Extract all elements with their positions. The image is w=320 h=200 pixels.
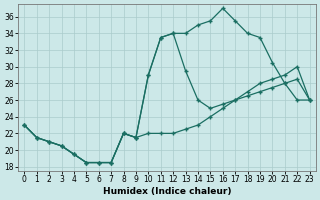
X-axis label: Humidex (Indice chaleur): Humidex (Indice chaleur): [103, 187, 231, 196]
